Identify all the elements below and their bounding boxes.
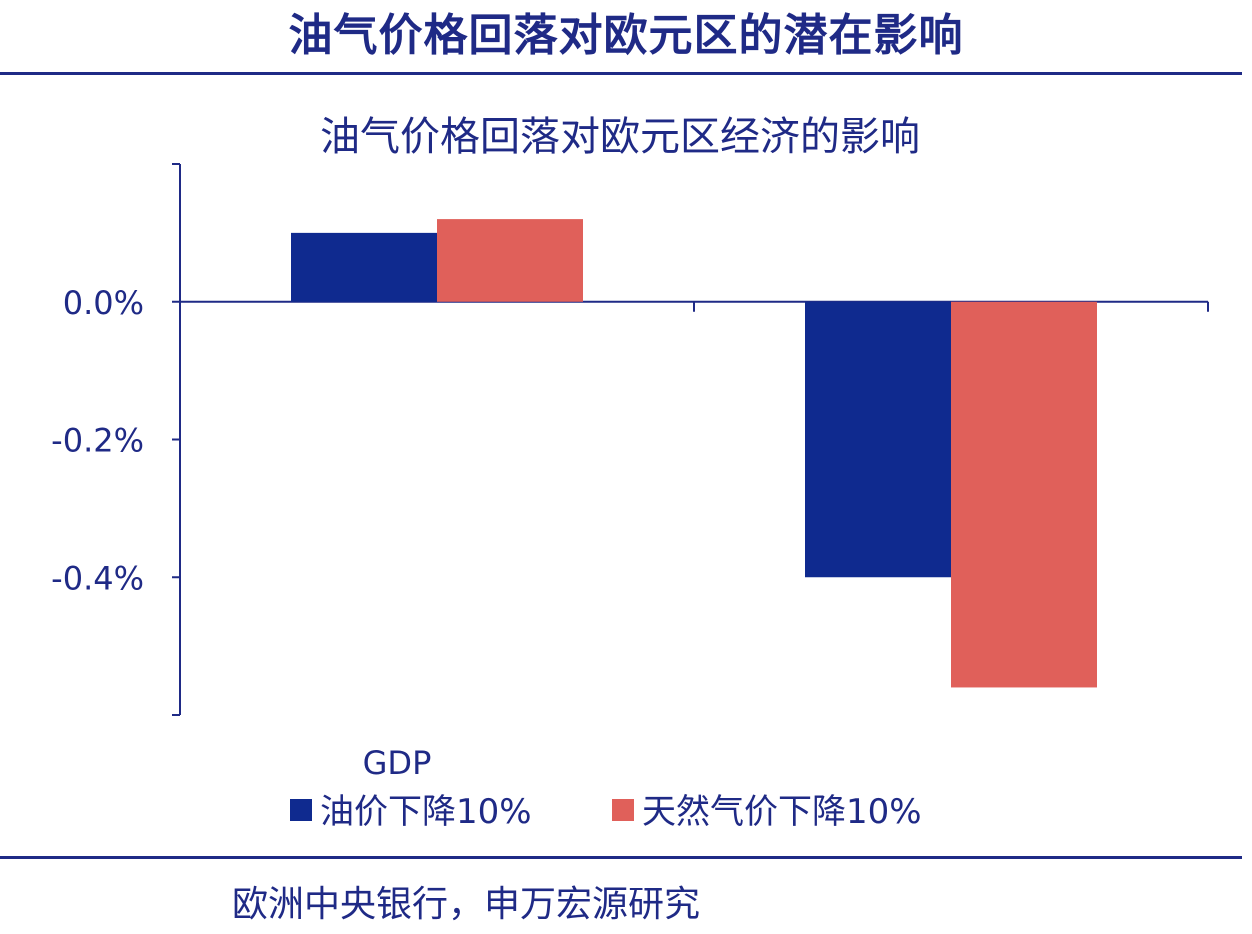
legend-swatch-2 [612, 799, 634, 821]
top-rule [0, 72, 1242, 75]
category-labels: GDP [363, 744, 432, 782]
y-tick-label: -0.4% [51, 559, 144, 597]
bar-1-2 [805, 301, 951, 578]
bar-2-1 [437, 219, 583, 302]
chart-bars [291, 219, 1097, 688]
source-text: 欧洲中央银行，申万宏源研究 [232, 884, 701, 925]
bar-1-1 [291, 232, 437, 302]
slide-title: 油气价格回落对欧元区的潜在影响 [288, 10, 964, 61]
chart-title: 油气价格回落对欧元区经济的影响 [320, 114, 920, 160]
y-tick-label: 0.0% [63, 284, 144, 322]
bar-2-2 [951, 301, 1097, 688]
y-tick-labels: 0.0% -0.2% -0.4% [51, 284, 144, 598]
legend: 油价下降10% 天然气价下降10% [290, 792, 922, 832]
category-label: GDP [363, 744, 432, 782]
legend-swatch-1 [290, 799, 312, 821]
legend-label-1: 油价下降10% [320, 792, 532, 832]
y-tick-label: -0.2% [51, 422, 144, 460]
legend-label-2: 天然气价下降10% [642, 792, 922, 832]
chart: 油气价格回落对欧元区经济的影响 0.0% -0.2% -0.4% GDP 油价下降1… [51, 114, 1209, 832]
bottom-rule [0, 856, 1242, 859]
